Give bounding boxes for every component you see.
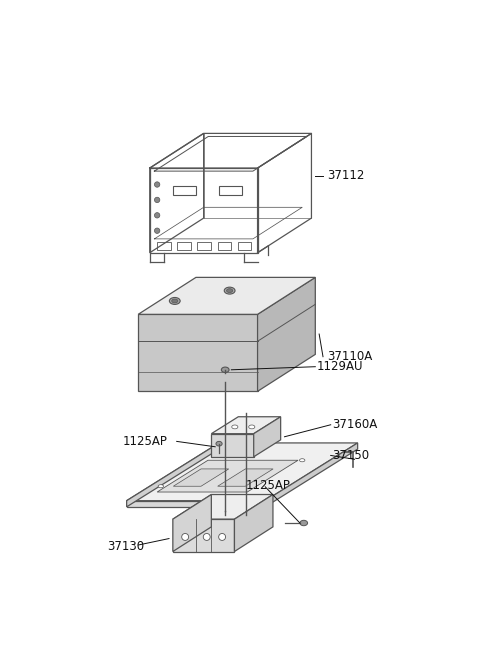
Polygon shape xyxy=(173,495,211,552)
Text: 37112: 37112 xyxy=(327,169,364,182)
Ellipse shape xyxy=(227,289,233,293)
Polygon shape xyxy=(127,443,219,507)
Bar xyxy=(157,242,171,250)
Polygon shape xyxy=(258,277,315,392)
Ellipse shape xyxy=(182,533,189,541)
Ellipse shape xyxy=(203,533,210,541)
Bar xyxy=(178,242,192,250)
Ellipse shape xyxy=(155,213,160,218)
Polygon shape xyxy=(234,495,273,552)
Text: 37160A: 37160A xyxy=(332,419,377,431)
Ellipse shape xyxy=(172,299,178,303)
Polygon shape xyxy=(127,443,358,501)
Ellipse shape xyxy=(300,459,305,462)
Text: 37110A: 37110A xyxy=(327,350,372,363)
Polygon shape xyxy=(254,417,281,457)
Polygon shape xyxy=(211,434,254,457)
Ellipse shape xyxy=(216,441,222,446)
Polygon shape xyxy=(211,417,281,434)
Ellipse shape xyxy=(249,425,255,429)
Ellipse shape xyxy=(224,287,235,294)
Ellipse shape xyxy=(158,485,164,488)
Text: 1125AP: 1125AP xyxy=(246,479,291,492)
Ellipse shape xyxy=(155,197,160,203)
Ellipse shape xyxy=(219,533,226,541)
Bar xyxy=(217,242,231,250)
Ellipse shape xyxy=(300,520,308,525)
Polygon shape xyxy=(173,495,273,519)
Text: 1129AU: 1129AU xyxy=(317,360,363,373)
Polygon shape xyxy=(173,519,234,552)
Ellipse shape xyxy=(169,297,180,304)
Polygon shape xyxy=(157,461,298,492)
Text: 1125AP: 1125AP xyxy=(123,435,168,448)
Polygon shape xyxy=(265,443,358,507)
Ellipse shape xyxy=(155,182,160,187)
Bar xyxy=(197,242,211,250)
Text: 37130: 37130 xyxy=(108,540,144,553)
Polygon shape xyxy=(173,469,229,486)
Text: 37150: 37150 xyxy=(332,449,370,462)
Bar xyxy=(238,242,252,250)
Polygon shape xyxy=(217,469,273,486)
Ellipse shape xyxy=(232,425,238,429)
Polygon shape xyxy=(127,501,265,507)
Ellipse shape xyxy=(155,228,160,234)
Polygon shape xyxy=(138,314,258,392)
Ellipse shape xyxy=(221,367,229,373)
Polygon shape xyxy=(138,277,315,314)
